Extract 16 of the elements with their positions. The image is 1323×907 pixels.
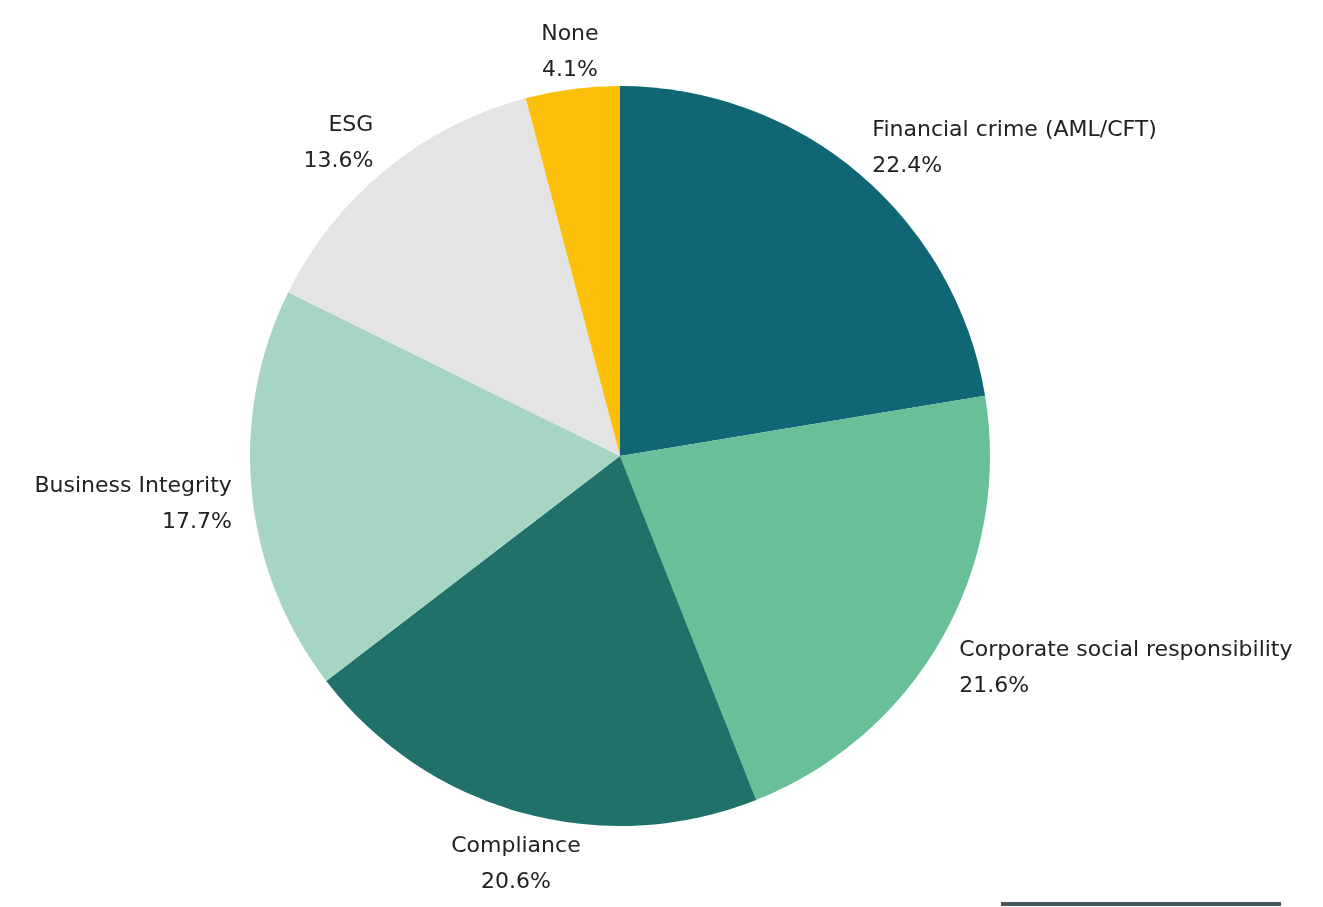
data-label: 13.6% — [303, 146, 374, 172]
data-label: 21.6% — [959, 672, 1030, 698]
pie-slice — [525, 86, 620, 456]
data-label: 17.7% — [161, 508, 232, 534]
data-label: 22.4% — [872, 151, 943, 177]
slice-label: Business Integrity — [34, 472, 232, 498]
slice-label: Financial crime (AML/CFT) — [872, 115, 1157, 141]
pie-slice — [250, 292, 620, 681]
data-label: 4.1% — [541, 56, 598, 82]
pie-slice — [326, 456, 757, 826]
slice-label: None — [541, 20, 599, 46]
slice-label: ESG — [328, 110, 374, 136]
slice-label: Compliance — [451, 831, 581, 857]
data-label: 20.6% — [480, 867, 551, 893]
slice-label: Corporate social responsibility — [959, 636, 1293, 662]
pie-slice — [288, 98, 620, 456]
